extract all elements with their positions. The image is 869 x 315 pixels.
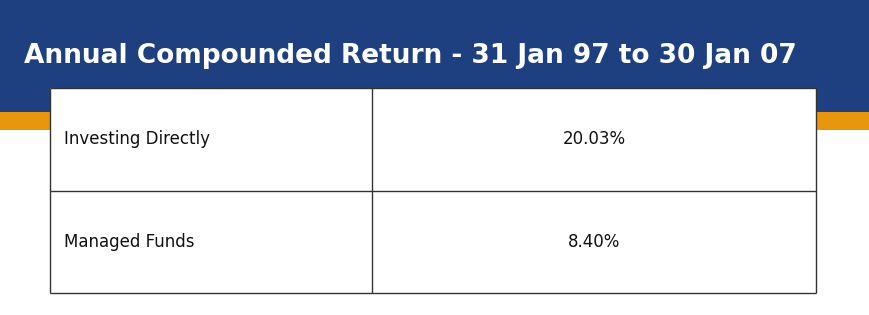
Text: Investing Directly: Investing Directly <box>64 130 210 148</box>
Text: Managed Funds: Managed Funds <box>64 233 195 251</box>
Text: Annual Compounded Return - 31 Jan 97 to 30 Jan 07: Annual Compounded Return - 31 Jan 97 to … <box>24 43 796 69</box>
Text: 20.03%: 20.03% <box>562 130 625 148</box>
Text: 8.40%: 8.40% <box>567 233 620 251</box>
